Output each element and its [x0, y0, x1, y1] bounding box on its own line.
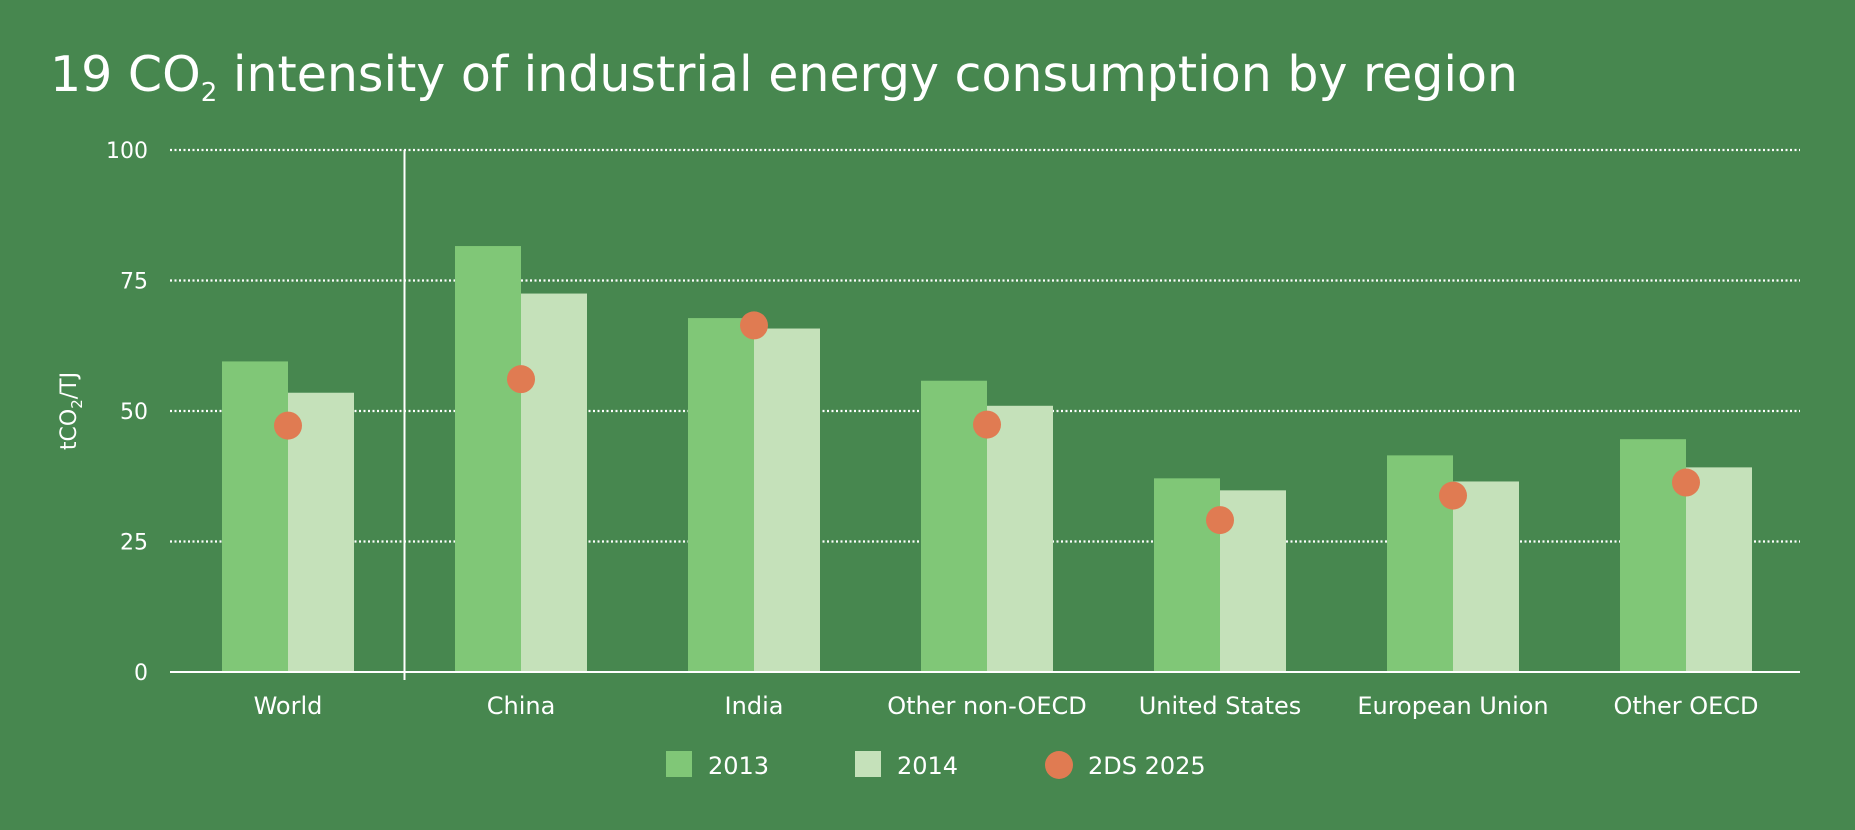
legend-label-2ds-2025: 2DS 2025 — [1088, 752, 1206, 780]
category-label-united-states: United States — [1139, 692, 1302, 720]
bar-other-oecd-2014 — [1686, 467, 1752, 672]
bar-world-2013 — [222, 361, 288, 672]
y-tick-100: 100 — [106, 139, 148, 164]
marker-european-union-2ds-2025 — [1439, 481, 1467, 510]
bar-world-2014 — [288, 392, 354, 672]
category-label-other-oecd: Other OECD — [1613, 692, 1758, 720]
bar-india-2013 — [688, 318, 754, 672]
bars — [222, 246, 1752, 672]
legend: 2013 2014 2DS 2025 — [666, 751, 1206, 780]
title-rest: intensity of industrial energy consumpti… — [217, 46, 1518, 103]
bar-china-2014 — [521, 293, 587, 672]
legend-swatch-2013 — [666, 751, 692, 777]
marker-other-oecd-2ds-2025 — [1672, 468, 1700, 497]
marker-united-states-2ds-2025 — [1206, 506, 1234, 535]
legend-swatch-2014 — [855, 751, 881, 777]
y-label-tail: /TJ — [57, 372, 82, 399]
title-prefix: 19 CO — [50, 46, 201, 103]
marker-other-non-oecd-2ds-2025 — [973, 410, 1001, 439]
title-subscript: 2 — [200, 78, 218, 108]
marker-china-2ds-2025 — [507, 365, 535, 394]
category-label-european-union: European Union — [1357, 692, 1548, 720]
legend-label-2013: 2013 — [708, 752, 769, 780]
category-label-other-non-oecd: Other non-OECD — [887, 692, 1087, 720]
y-tick-25: 25 — [120, 531, 148, 556]
bar-united-states-2013 — [1154, 478, 1220, 672]
y-tick-labels: 0 25 50 75 100 — [106, 139, 148, 686]
y-axis-label: tCO2/TJ — [57, 372, 86, 450]
marker-world-2ds-2025 — [274, 411, 302, 440]
category-label-world: World — [254, 692, 323, 720]
bar-other-non-oecd-2014 — [987, 405, 1053, 672]
category-label-india: India — [725, 692, 784, 720]
bar-india-2014 — [754, 328, 820, 672]
legend-label-2014: 2014 — [897, 752, 958, 780]
y-tick-75: 75 — [120, 270, 148, 295]
y-axis-label-text: tCO2/TJ — [57, 372, 86, 450]
marker-india-2ds-2025 — [740, 311, 768, 340]
category-label-china: China — [487, 692, 556, 720]
markers — [274, 311, 1700, 535]
y-label-main: tCO — [57, 409, 82, 450]
bar-european-union-2014 — [1453, 481, 1519, 672]
bar-china-2013 — [455, 246, 521, 672]
chart-title: 19 CO2 intensity of industrial energy co… — [50, 40, 1518, 110]
legend-swatch-2ds-2025 — [1045, 751, 1073, 779]
y-tick-0: 0 — [134, 661, 148, 686]
y-label-subscript: 2 — [68, 399, 86, 409]
category-labels: World China India Other non-OECD United Stat… — [254, 692, 1759, 720]
y-tick-50: 50 — [120, 400, 148, 425]
